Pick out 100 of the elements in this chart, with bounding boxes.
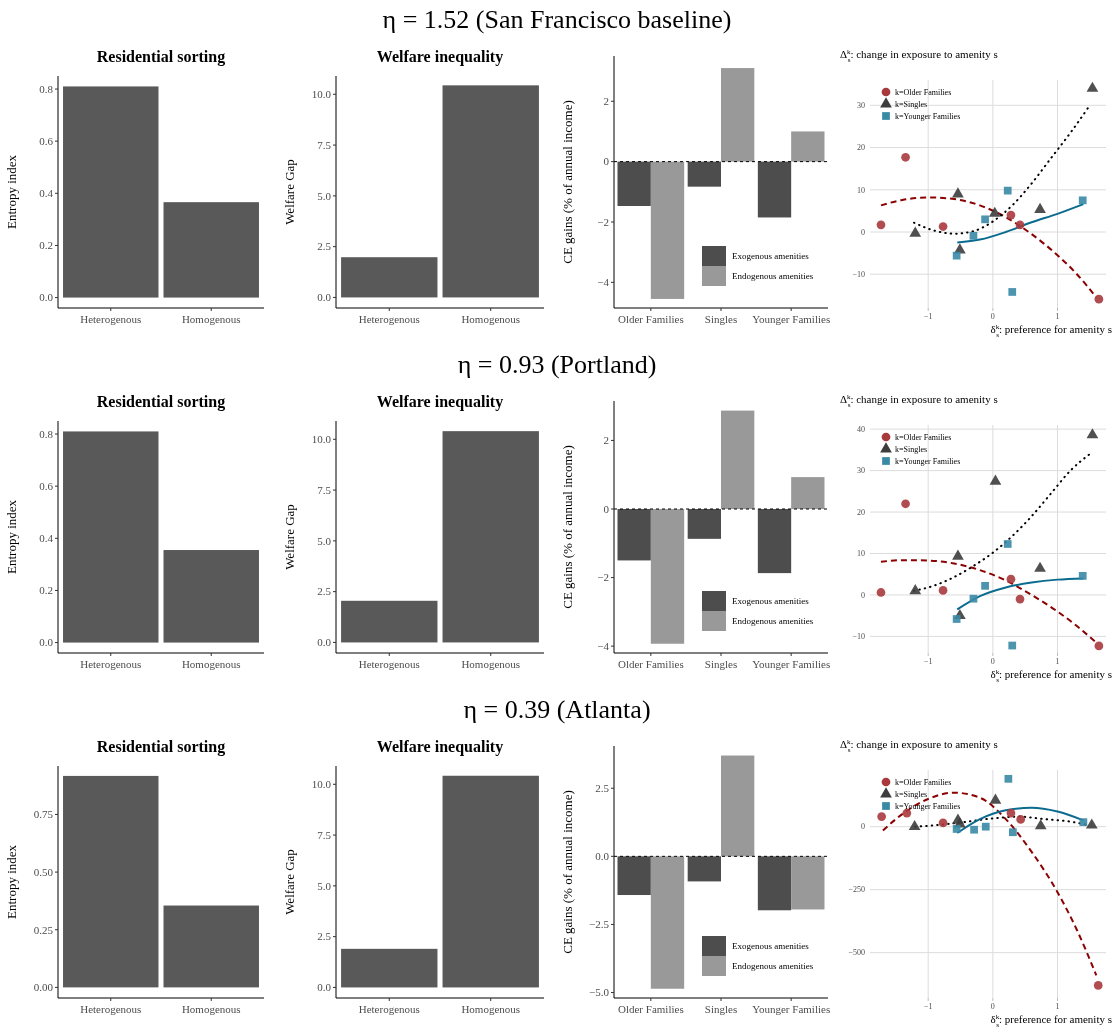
point bbox=[1015, 594, 1025, 604]
bar bbox=[791, 131, 825, 162]
x-tick-label: −1 bbox=[923, 1002, 933, 1011]
y-tick-label: 0 bbox=[861, 822, 865, 832]
point bbox=[1078, 196, 1087, 205]
y-tick-label: 0.0 bbox=[317, 636, 332, 649]
point bbox=[988, 206, 1001, 217]
y-tick-label: 0.4 bbox=[39, 532, 54, 545]
y-tick-label: 0.8 bbox=[39, 427, 54, 440]
bar bbox=[791, 477, 825, 509]
x-tick-label: −1 bbox=[923, 312, 933, 321]
y-tick-label: 0 bbox=[861, 227, 865, 237]
point bbox=[909, 584, 922, 595]
legend-label: k=Older Families bbox=[895, 777, 952, 787]
point bbox=[1078, 572, 1087, 580]
legend-label: k=Younger Families bbox=[895, 801, 961, 811]
point bbox=[1094, 641, 1104, 651]
bar bbox=[617, 161, 651, 206]
bar bbox=[650, 161, 685, 299]
y-tick-label: 2 bbox=[603, 434, 609, 447]
x-tick-label: Older Families bbox=[617, 313, 684, 325]
bar bbox=[721, 68, 755, 162]
x-tick-label: Homogenous bbox=[461, 658, 521, 670]
y-tick-label: 10.0 bbox=[311, 88, 332, 101]
y-tick-label: 7.5 bbox=[317, 828, 332, 841]
y-tick-label: −2.5 bbox=[589, 918, 610, 931]
y-tick-label: 5.0 bbox=[317, 534, 332, 547]
text: η = 0.93 (Portland) bbox=[457, 350, 657, 379]
y-tick-label: 20 bbox=[857, 143, 865, 153]
y-tick-label: 0.75 bbox=[33, 808, 54, 821]
y-tick-label: 0 bbox=[603, 155, 610, 168]
y-tick-label: 10.0 bbox=[311, 433, 332, 446]
y-tick-label: 0 bbox=[861, 590, 865, 600]
y-tick-label: −5.0 bbox=[589, 986, 610, 999]
x-tick-label: 1 bbox=[1055, 312, 1060, 321]
legend-label: k=Singles bbox=[895, 789, 928, 799]
point bbox=[938, 586, 948, 595]
point bbox=[938, 818, 948, 828]
y-tick-label: 0.0 bbox=[317, 291, 332, 304]
y-tick-label: 20 bbox=[857, 507, 865, 517]
y-tick-label: 2 bbox=[603, 95, 609, 108]
y-tick-label: −10 bbox=[852, 632, 865, 642]
x-tick-label: Singles bbox=[704, 1003, 738, 1015]
x-tick-label: Younger Families bbox=[752, 658, 831, 670]
text: η = 1.52 (San Francisco baseline) bbox=[382, 5, 732, 34]
y-tick-label: 30 bbox=[857, 101, 865, 111]
y-tick-label: 30 bbox=[857, 466, 865, 476]
y-tick-label: 2.5 bbox=[595, 782, 610, 795]
y-tick-label: 0.2 bbox=[39, 239, 53, 252]
y-tick-label: −10 bbox=[852, 270, 865, 280]
chart-title: Welfare inequality bbox=[376, 393, 504, 411]
bar bbox=[757, 161, 792, 218]
point bbox=[952, 187, 964, 198]
y-tick-label: 7.5 bbox=[317, 483, 332, 496]
point bbox=[1093, 981, 1103, 990]
y-tick-label: −4 bbox=[597, 276, 610, 289]
point bbox=[1085, 818, 1098, 829]
y-axis-title: Δ$^{k}$$_{s}$: change in exposure to amenity s bbox=[840, 738, 998, 754]
y-tick-label: 10 bbox=[857, 185, 865, 195]
chart-title: Residential sorting bbox=[96, 393, 226, 411]
x-tick-label: Older Families bbox=[617, 1003, 684, 1015]
bar bbox=[617, 509, 651, 561]
legend-label: Endogenous amenities bbox=[732, 616, 814, 627]
x-tick-label: Younger Families bbox=[752, 313, 831, 325]
x-tick-label: Heterogenous bbox=[358, 313, 420, 325]
point bbox=[969, 594, 978, 603]
y-tick-label: −2 bbox=[597, 215, 609, 228]
legend-label: Endogenous amenities bbox=[732, 961, 814, 972]
y-tick-label: 40 bbox=[857, 424, 865, 434]
y-tick-label: 5.0 bbox=[317, 189, 332, 202]
y-axis-title: Welfare Gap bbox=[282, 159, 297, 225]
chart-title: Residential sorting bbox=[96, 738, 226, 756]
point bbox=[1016, 815, 1026, 824]
y-axis-title: Welfare Gap bbox=[282, 504, 297, 570]
legend-label: k=Older Families bbox=[895, 432, 952, 442]
y-tick-label: −500 bbox=[848, 948, 865, 958]
x-tick-label: Heterogenous bbox=[80, 658, 142, 670]
point bbox=[1015, 220, 1025, 230]
point bbox=[908, 819, 921, 831]
legend-label: k=Singles bbox=[895, 444, 928, 454]
x-axis-title: δ$^{k}$$_{s}$: preference for amenity s bbox=[990, 1013, 1112, 1028]
point bbox=[952, 251, 961, 260]
point bbox=[876, 588, 886, 597]
y-tick-label: 0.2 bbox=[39, 584, 53, 597]
point bbox=[909, 226, 922, 237]
point bbox=[952, 615, 961, 623]
legend-label: k=Singles bbox=[895, 99, 928, 109]
point bbox=[938, 222, 948, 231]
y-axis-title: Welfare Gap bbox=[282, 849, 297, 915]
point bbox=[1003, 186, 1012, 195]
point bbox=[1034, 202, 1046, 214]
y-tick-label: 10.0 bbox=[311, 778, 332, 791]
x-tick-label: 1 bbox=[1055, 657, 1060, 666]
y-tick-label: 0.6 bbox=[39, 135, 54, 148]
y-tick-label: 0.0 bbox=[317, 981, 332, 994]
chart-title: Welfare inequality bbox=[376, 738, 504, 756]
y-tick-label: 0.8 bbox=[39, 82, 54, 95]
chart-title: Welfare inequality bbox=[376, 48, 504, 66]
x-tick-label: −1 bbox=[923, 657, 933, 666]
y-axis-title: Entropy index bbox=[4, 844, 19, 920]
